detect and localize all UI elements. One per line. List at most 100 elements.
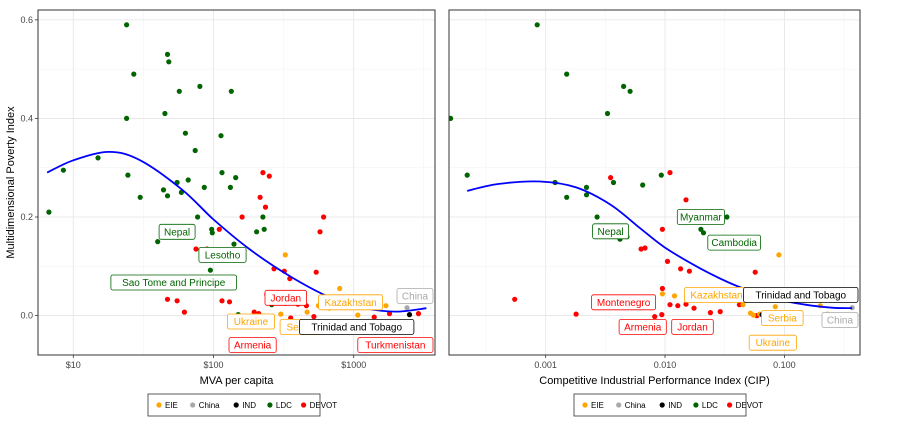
data-point-ldc (166, 59, 172, 65)
point-label: Armenia (618, 318, 667, 335)
data-point-ldc (604, 110, 611, 117)
legend-key-ldc (267, 402, 273, 408)
legend-label: LDC (702, 401, 718, 410)
data-point-eie (304, 309, 310, 315)
point-label-text: Sao Tome and Principe (122, 278, 226, 289)
data-point-ldc (218, 133, 224, 139)
smooth-curve (466, 180, 853, 310)
data-point-ldc (724, 214, 730, 220)
data-point-devot (311, 314, 317, 320)
data-point-eie (278, 311, 284, 317)
legend-label: China (625, 401, 646, 410)
point-label-box (318, 294, 384, 311)
legend-label: DEVOT (736, 401, 764, 410)
data-point-ldc (260, 214, 266, 220)
data-point-eie (740, 302, 746, 308)
legend-key-ldc (693, 402, 699, 408)
data-point-ldc (176, 88, 182, 94)
point-label: Jordan (264, 289, 307, 306)
data-point-ldc (209, 230, 215, 236)
legend-label: EIE (591, 401, 604, 410)
data-point-devot (638, 246, 644, 252)
data-point-ldc (124, 115, 130, 121)
point-label-box (110, 274, 237, 291)
data-point-devot (219, 298, 225, 304)
data-point-ldc (564, 71, 570, 77)
point-label-box (396, 287, 434, 304)
data-point-ldc (254, 229, 260, 235)
data-point-ldc (621, 83, 627, 89)
data-point-devot (512, 296, 518, 302)
data-point-devot (266, 173, 272, 179)
data-point-ldc (233, 175, 239, 181)
point-label-box (591, 294, 656, 311)
y-tick-label: 0.6 (20, 15, 33, 25)
x-tick-label: 0.010 (654, 360, 677, 370)
data-point-devot (652, 314, 658, 320)
point-label: Nepal (158, 223, 196, 240)
data-point-devot (659, 312, 665, 318)
data-point-ldc (700, 230, 707, 236)
point-label-text: Trinidad and Tobago (311, 322, 402, 333)
x-axis-title: Competitive Industrial Performance Index… (539, 375, 769, 387)
data-point-devot (262, 204, 269, 210)
data-point-ldc (658, 172, 664, 178)
data-point-ldc (164, 51, 171, 58)
data-point-ldc (182, 130, 188, 136)
point-label-text: Turkmenistan (365, 341, 425, 352)
data-point-devot (683, 197, 689, 203)
point-label-text: Jordan (677, 322, 708, 333)
data-point-devot (659, 226, 666, 232)
data-point-ldc (162, 110, 168, 117)
plot-area: Nepal Lesotho Sao Tome and Principe Jordan K… (46, 22, 434, 354)
data-point-eie (671, 293, 678, 299)
data-point-ldc (164, 193, 171, 199)
point-label: Kazakhstan (318, 294, 384, 311)
data-point-eie (383, 303, 389, 309)
data-point-devot (664, 258, 671, 264)
point-label-box (264, 289, 307, 306)
legend-key-devot (727, 402, 733, 408)
data-point-ldc (219, 170, 225, 176)
legend-label: IND (668, 401, 682, 410)
data-point-ldc (564, 194, 570, 200)
panel-border (448, 9, 861, 356)
point-label: China (396, 287, 434, 304)
point-label: Trinidad and Tobago (299, 318, 415, 335)
point-label-box (226, 313, 275, 330)
data-point-ldc (449, 115, 454, 121)
point-label-box (761, 310, 804, 326)
data-point-devot (691, 305, 697, 311)
data-point-ldc (228, 88, 234, 94)
data-point-devot (686, 268, 693, 274)
point-label-text: China (827, 316, 854, 327)
x-tick-label: $100 (203, 360, 223, 370)
point-label-box (592, 223, 629, 240)
legend-key-eie (582, 402, 588, 408)
point-label: Ukraine (748, 334, 797, 351)
data-point-ldc (160, 187, 167, 193)
point-label-text: Cambodia (711, 238, 757, 249)
plot-area: Myanmar Nepal Cambodia Kazakhstan Trinidad a… (449, 22, 859, 351)
data-point-ldc (137, 194, 143, 200)
point-label-text: Nepal (598, 227, 624, 238)
data-point-devot (251, 309, 257, 315)
point-label-box (618, 318, 667, 335)
y-tick-label: 0.2 (20, 212, 33, 222)
x-tick-label: $10 (66, 360, 81, 370)
point-label: Armenia (228, 337, 277, 354)
data-point-ldc (610, 179, 617, 186)
data-point-devot (371, 314, 377, 320)
data-point-ldc (227, 184, 233, 190)
data-point-ldc (627, 88, 633, 94)
data-point-eie (659, 291, 666, 297)
data-point-ldc (185, 177, 191, 183)
point-label-box (299, 318, 415, 335)
point-label-text: Ukraine (234, 317, 269, 328)
point-label-text: Armenia (624, 322, 662, 333)
mva-panel: Nepal Lesotho Sao Tome and Principe Jordan K… (5, 9, 436, 417)
data-point-eie (282, 252, 288, 258)
point-label: Serbia (761, 310, 804, 326)
legend-label: DEVOT (310, 401, 338, 410)
